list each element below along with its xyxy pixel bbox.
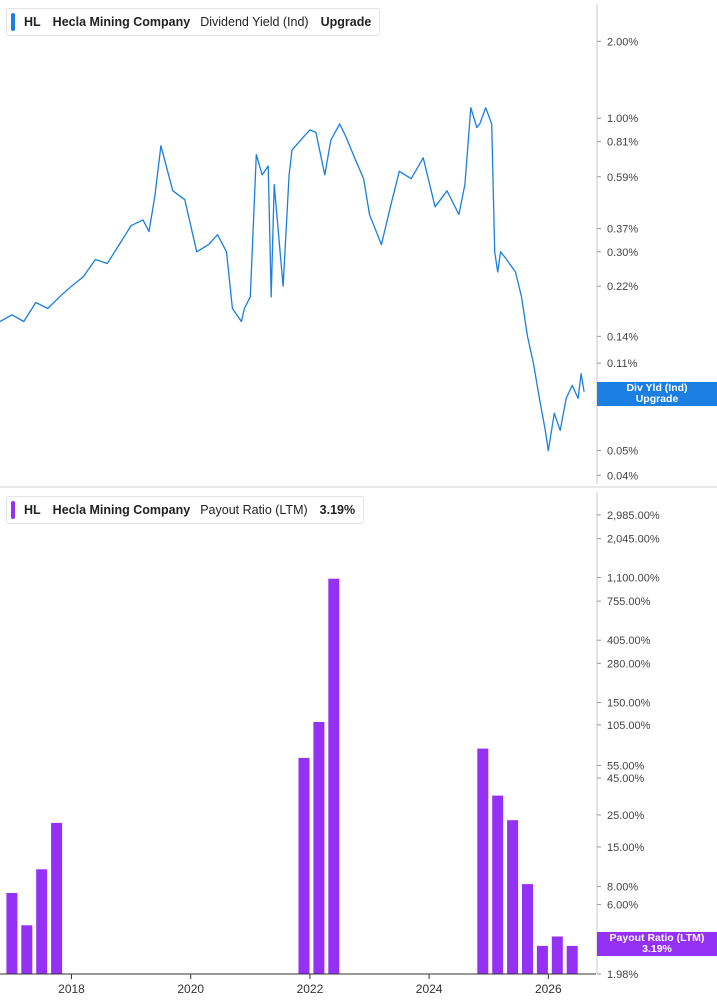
payout-ratio-bar	[298, 757, 310, 974]
y-tick-label: 45.00%	[607, 773, 645, 785]
y-tick-label: 0.04%	[607, 470, 638, 482]
y-tick-label: 15.00%	[607, 842, 645, 854]
y-tick-label: 55.00%	[607, 760, 645, 772]
y-tick-label: 1,100.00%	[607, 573, 660, 585]
payout-ratio-bar	[507, 820, 519, 974]
bottom-y-axis: 2,985.00% 2,045.00% 1,100.00% 755.00% 405.00…	[596, 492, 660, 981]
payout-ratio-bar	[522, 884, 533, 974]
payout-ratio-bar	[6, 893, 18, 974]
y-tick-label: 2,985.00%	[607, 510, 660, 522]
x-tick-label: 2022	[297, 982, 324, 996]
tag-line-1: Div Yld (Ind)	[626, 382, 688, 394]
y-tick-label: 0.11%	[607, 358, 638, 370]
payout-ratio-bar	[328, 578, 340, 974]
upgrade-link[interactable]: Upgrade	[320, 15, 372, 29]
y-tick-label: 6.00%	[607, 899, 638, 911]
dividend-yield-line	[0, 107, 585, 452]
tag-line-1: Payout Ratio (LTM)	[609, 932, 705, 944]
metric-name: Payout Ratio (LTM)	[200, 503, 308, 517]
y-tick-label: 0.05%	[607, 446, 638, 458]
y-tick-label: 0.30%	[607, 247, 638, 259]
payout-ratio-bar	[51, 822, 63, 974]
y-tick-label: 0.81%	[607, 137, 638, 149]
y-tick-label: 150.00%	[607, 698, 651, 710]
series-color-swatch	[11, 501, 15, 519]
payout-ratio-bar	[313, 722, 325, 974]
y-tick-label: 280.00%	[607, 658, 651, 670]
y-tick-label: 0.37%	[607, 224, 638, 236]
top-legend: HL Hecla Mining Company Dividend Yield (…	[6, 8, 381, 36]
company-name: Hecla Mining Company	[52, 15, 191, 29]
metric-value: 3.19%	[319, 503, 356, 517]
y-tick-label: 0.22%	[607, 281, 638, 293]
ticker-label: HL	[24, 503, 41, 517]
y-tick-label: 1.00%	[607, 113, 638, 125]
x-tick-label: 2024	[416, 982, 443, 996]
y-tick-label: 0.14%	[607, 331, 638, 343]
payout-ratio-bar	[492, 795, 504, 974]
y-tick-label: 0.59%	[607, 172, 638, 184]
metric-name: Dividend Yield (Ind)	[200, 15, 309, 29]
company-name: Hecla Mining Company	[52, 503, 191, 517]
y-tick-label: 1.98%	[607, 969, 638, 981]
payout-ratio-bar	[21, 925, 33, 974]
x-axis: 2018 2020 2022 2024 2026	[0, 973, 596, 996]
y-tick-label: 8.00%	[607, 881, 638, 893]
y-tick-label: 25.00%	[607, 810, 645, 822]
dividend-yield-price-tag: Div Yld (Ind) Upgrade	[597, 382, 717, 406]
payout-ratio-bar	[551, 936, 563, 974]
payout-ratio-panel: 2,985.00% 2,045.00% 1,100.00% 755.00% 405.00…	[6, 492, 660, 981]
y-tick-label: 2.00%	[607, 36, 638, 48]
y-tick-label: 405.00%	[607, 635, 651, 647]
y-tick-label: 2,045.00%	[607, 534, 660, 546]
dividend-yield-panel: 2.00% 1.00% 0.81% 0.59% 0.37% 0.30% 0.22% 0.14%…	[0, 4, 638, 484]
y-tick-label: 105.00%	[607, 720, 651, 732]
series-color-swatch	[11, 13, 15, 31]
top-y-axis: 2.00% 1.00% 0.81% 0.59% 0.37% 0.30% 0.22% 0.14%…	[596, 4, 638, 484]
payout-ratio-bar	[536, 945, 548, 974]
x-tick-label: 2018	[58, 982, 85, 996]
y-tick-label: 755.00%	[607, 596, 651, 608]
bottom-legend: HL Hecla Mining Company Payout Ratio (LT…	[6, 496, 365, 524]
payout-ratio-price-tag: Payout Ratio (LTM) 3.19%	[597, 932, 717, 956]
x-tick-label: 2020	[177, 982, 204, 996]
payout-ratio-bars	[6, 578, 578, 974]
payout-ratio-bar	[477, 748, 489, 974]
x-tick-label: 2026	[535, 982, 562, 996]
ticker-label: HL	[24, 15, 41, 29]
payout-ratio-bar	[36, 869, 48, 974]
tag-line-2: Upgrade	[635, 393, 679, 405]
tag-line-2: 3.19%	[642, 943, 672, 955]
payout-ratio-bar	[566, 945, 578, 974]
